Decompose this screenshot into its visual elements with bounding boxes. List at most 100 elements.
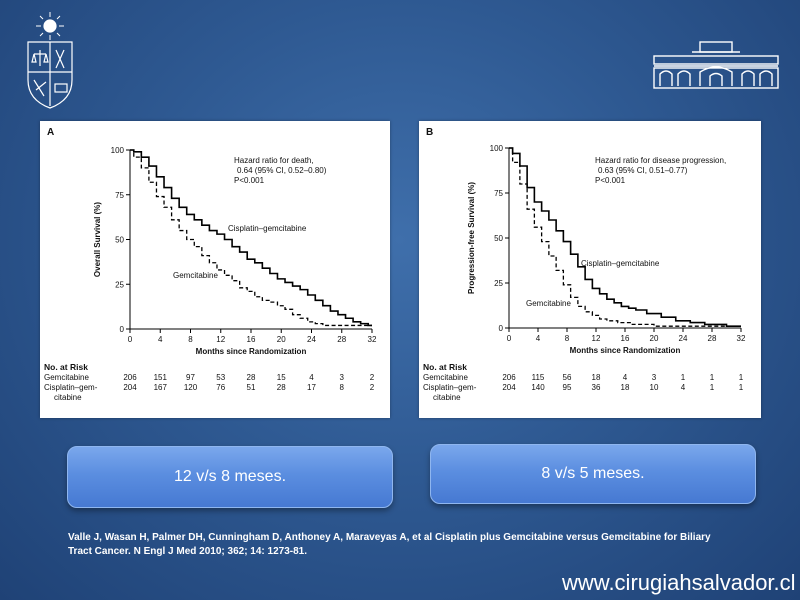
risk-row-label: Gemcitabine (44, 373, 89, 382)
citation-line-1: Valle J, Wasan H, Palmer DH, Cunningham … (68, 532, 711, 543)
risk-cell: 28 (276, 383, 286, 392)
cisplatin-gemcitabine-label: Cisplatin–gemcitabine (228, 224, 307, 233)
x-tick-label: 0 (128, 335, 133, 344)
y-tick-label: 75 (115, 191, 124, 200)
x-tick-label: 16 (621, 334, 630, 343)
risk-cell: 1 (738, 383, 744, 392)
hazard-ratio-annotation: Hazard ratio for death, (234, 156, 314, 165)
risk-cell: 4 (680, 383, 686, 392)
x-axis-title: Months since Randomization (196, 347, 307, 356)
y-tick-label: 25 (115, 280, 124, 289)
risk-cell: 151 (153, 373, 167, 382)
risk-cell: 3 (651, 373, 657, 382)
y-tick-label: 25 (494, 279, 503, 288)
risk-cell: 51 (246, 383, 256, 392)
overall-survival-chart: A 0 25 50 75 100 0 4 8 12 16 20 24 28 32 Months since R… (47, 127, 377, 356)
gemcitabine-curve (130, 149, 372, 327)
x-tick-label: 8 (188, 335, 193, 344)
result-text-b: 8 v/s 5 meses. (541, 465, 645, 482)
risk-cell: 36 (591, 383, 601, 392)
x-tick-label: 12 (592, 334, 601, 343)
panel-letter: A (47, 127, 54, 138)
hazard-ratio-annotation: 0.64 (95% CI, 0.52–0.80) (237, 166, 327, 175)
citation: Valle J, Wasan H, Palmer DH, Cunningham … (68, 531, 768, 559)
risk-table-header: No. at Risk (423, 362, 467, 372)
x-tick-label: 8 (565, 334, 570, 343)
risk-cell: 18 (591, 373, 601, 382)
y-tick-label: 75 (494, 189, 503, 198)
risk-table-header: No. at Risk (44, 362, 88, 372)
risk-cell: 204 (502, 383, 516, 392)
x-tick-label: 28 (337, 335, 346, 344)
risk-cell: 56 (562, 373, 572, 382)
risk-cell: 167 (153, 383, 167, 392)
x-tick-label: 24 (307, 335, 316, 344)
gemcitabine-label: Gemcitabine (173, 271, 218, 280)
risk-row-label: Gemcitabine (423, 373, 468, 382)
cisplatin-gemcitabine-label: Cisplatin–gemcitabine (581, 259, 660, 268)
y-tick-label: 50 (494, 234, 503, 243)
hazard-ratio-annotation: P<0.001 (234, 176, 265, 185)
risk-cell: 206 (123, 373, 137, 382)
gemcitabine-label: Gemcitabine (526, 299, 571, 308)
risk-cell: 17 (307, 383, 316, 392)
risk-cell: 1 (709, 383, 715, 392)
risk-cell: 204 (123, 383, 137, 392)
risk-cell: 140 (531, 383, 545, 392)
risk-cell: 206 (502, 373, 516, 382)
risk-table-row: Cisplatin–gem-citabine 204 167 120 76 51 28 17 8… (44, 383, 374, 403)
hazard-ratio-annotation: Hazard ratio for disease progression, (595, 156, 726, 165)
x-tick-label: 12 (216, 335, 225, 344)
x-tick-label: 20 (277, 335, 286, 344)
risk-cell: 120 (183, 383, 198, 392)
x-tick-label: 16 (247, 335, 256, 344)
risk-cell: 115 (531, 373, 545, 382)
risk-cell: 1 (709, 373, 715, 382)
x-tick-label: 0 (507, 334, 512, 343)
risk-row-label-cont: citabine (54, 393, 82, 402)
risk-cell: 15 (276, 373, 286, 382)
cisplatin-gemcitabine-curve (130, 149, 372, 327)
risk-cell: 2 (369, 373, 375, 382)
x-axis-title: Months since Randomization (570, 346, 681, 355)
progression-free-survival-chart: B 0 25 50 75 100 0 4 8 12 16 20 24 28 32 Months since R… (426, 127, 746, 355)
result-box-progression-free: 8 v/s 5 meses. (430, 444, 756, 504)
x-tick-label: 32 (737, 334, 746, 343)
risk-table-a: No. at Risk Gemcitabine 206 151 97 53 28 15 4 3 2 C… (44, 362, 374, 403)
y-tick-label: 0 (499, 324, 504, 333)
overall-survival-panel: A 0 25 50 75 100 0 4 8 12 16 20 24 28 32 Months since R… (40, 121, 390, 418)
risk-table-row: Cisplatin–gem-citabine 204 140 95 36 18 10 4 1 1 (423, 383, 743, 403)
y-tick-label: 0 (120, 325, 125, 334)
x-tick-label: 4 (158, 335, 163, 344)
risk-cell: 18 (620, 383, 630, 392)
result-text-a: 12 v/s 8 meses. (173, 468, 287, 485)
risk-row-label: Cisplatin–gem- (423, 383, 477, 392)
risk-cell: 8 (339, 383, 344, 392)
progression-free-survival-panel: B 0 25 50 75 100 0 4 8 12 16 20 24 28 32 Months since R… (419, 121, 761, 418)
risk-cell: 2 (369, 383, 375, 392)
y-axis-title: Progression-free Survival (%) (467, 182, 476, 294)
result-box-overall-survival: 12 v/s 8 meses. (67, 446, 393, 508)
x-tick-label: 4 (536, 334, 541, 343)
risk-row-label-cont: citabine (433, 393, 461, 402)
y-tick-label: 100 (490, 144, 504, 153)
hospital-building-logo (653, 41, 779, 89)
x-tick-label: 28 (708, 334, 717, 343)
risk-cell: 1 (680, 373, 686, 382)
risk-cell: 53 (216, 373, 226, 382)
cisplatin-gemcitabine-curve (509, 147, 741, 327)
risk-cell: 76 (216, 383, 226, 392)
risk-table-b: No. at Risk Gemcitabine 206 115 56 18 4 3 1 1 1 Cis… (423, 362, 743, 403)
risk-cell: 4 (309, 373, 314, 382)
risk-table-row: Gemcitabine 206 115 56 18 4 3 1 1 1 (423, 373, 743, 383)
risk-row-label: Cisplatin–gem- (44, 383, 98, 392)
x-tick-label: 20 (650, 334, 659, 343)
footer-url[interactable]: www.cirugiahsalvador.cl (562, 570, 796, 595)
hazard-ratio-annotation: P<0.001 (595, 176, 626, 185)
risk-table-row: Gemcitabine 206 151 97 53 28 15 4 3 2 (44, 373, 374, 383)
y-tick-label: 50 (115, 236, 124, 245)
x-tick-label: 32 (368, 335, 377, 344)
university-shield-logo (27, 12, 73, 109)
risk-cell: 28 (246, 373, 256, 382)
risk-cell: 10 (649, 383, 659, 392)
